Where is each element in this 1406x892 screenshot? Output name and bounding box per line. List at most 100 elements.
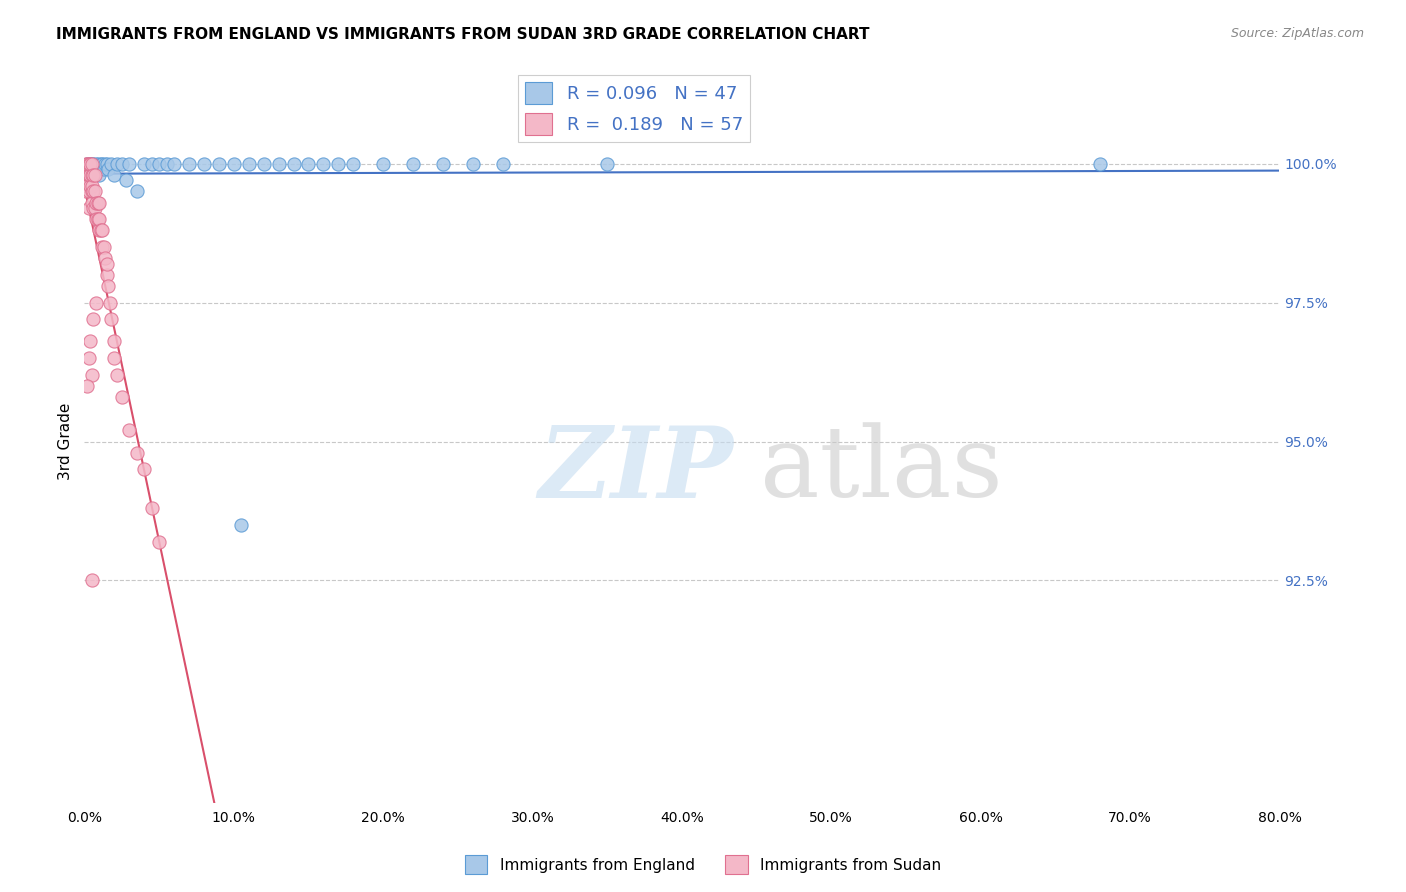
- Point: [76, 379, 98, 393]
- Point: [342, 156, 364, 170]
- Point: [98, 295, 121, 310]
- Point: [80, 185, 103, 199]
- Point: [125, 445, 148, 459]
- Point: [87, 195, 110, 210]
- Point: [86, 195, 108, 210]
- Point: [222, 156, 245, 170]
- Y-axis label: 3rd Grade: 3rd Grade: [58, 403, 73, 480]
- Point: [103, 351, 125, 366]
- Point: [402, 156, 425, 170]
- Text: Source: ZipAtlas.com: Source: ZipAtlas.com: [1230, 27, 1364, 40]
- Point: [103, 168, 125, 182]
- Point: [86, 156, 108, 170]
- Point: [90, 223, 112, 237]
- Point: [80, 368, 103, 382]
- Point: [89, 212, 111, 227]
- Point: [89, 195, 111, 210]
- Point: [79, 178, 101, 193]
- Point: [80, 195, 103, 210]
- Point: [208, 156, 231, 170]
- Point: [77, 201, 100, 215]
- Point: [132, 462, 156, 476]
- Point: [77, 168, 100, 182]
- Point: [86, 212, 108, 227]
- Point: [96, 268, 118, 282]
- Text: ZIP: ZIP: [538, 422, 734, 518]
- Point: [373, 156, 395, 170]
- Point: [79, 156, 101, 170]
- Legend: R = 0.096   N = 47, R =  0.189   N = 57: R = 0.096 N = 47, R = 0.189 N = 57: [517, 75, 751, 143]
- Point: [461, 156, 484, 170]
- Point: [75, 185, 97, 199]
- Point: [297, 156, 319, 170]
- Point: [76, 156, 98, 170]
- Point: [83, 162, 105, 177]
- Point: [82, 156, 104, 170]
- Point: [83, 201, 105, 215]
- Point: [77, 168, 100, 182]
- Point: [253, 156, 276, 170]
- Point: [105, 156, 128, 170]
- Point: [596, 156, 619, 170]
- Point: [77, 185, 100, 199]
- Text: atlas: atlas: [759, 423, 1002, 518]
- Point: [148, 156, 170, 170]
- Point: [312, 156, 335, 170]
- Point: [91, 156, 114, 170]
- Point: [96, 257, 118, 271]
- Point: [432, 156, 454, 170]
- Point: [100, 312, 122, 326]
- Point: [91, 240, 114, 254]
- Point: [77, 351, 100, 366]
- Point: [80, 178, 103, 193]
- Point: [80, 156, 103, 170]
- Point: [1090, 156, 1112, 170]
- Point: [75, 168, 97, 182]
- Point: [93, 162, 115, 177]
- Point: [82, 185, 104, 199]
- Point: [105, 368, 128, 382]
- Point: [90, 156, 112, 170]
- Point: [97, 279, 120, 293]
- Point: [80, 574, 103, 588]
- Point: [177, 156, 200, 170]
- Point: [103, 334, 125, 349]
- Point: [80, 168, 103, 182]
- Point: [97, 162, 120, 177]
- Point: [80, 156, 103, 170]
- Point: [94, 156, 117, 170]
- Point: [93, 240, 115, 254]
- Point: [492, 156, 515, 170]
- Point: [82, 201, 104, 215]
- Point: [238, 156, 260, 170]
- Point: [83, 168, 105, 182]
- Point: [89, 168, 111, 182]
- Point: [111, 390, 134, 404]
- Point: [155, 156, 177, 170]
- Point: [118, 156, 141, 170]
- Point: [231, 517, 253, 532]
- Point: [79, 156, 101, 170]
- Point: [163, 156, 186, 170]
- Point: [125, 185, 148, 199]
- Point: [328, 156, 350, 170]
- Point: [267, 156, 290, 170]
- Point: [96, 156, 118, 170]
- Point: [118, 424, 141, 438]
- Point: [87, 156, 110, 170]
- Point: [82, 168, 104, 182]
- Point: [76, 168, 98, 182]
- Point: [77, 156, 100, 170]
- Point: [132, 156, 156, 170]
- Point: [87, 212, 110, 227]
- Text: IMMIGRANTS FROM ENGLAND VS IMMIGRANTS FROM SUDAN 3RD GRADE CORRELATION CHART: IMMIGRANTS FROM ENGLAND VS IMMIGRANTS FR…: [56, 27, 870, 42]
- Point: [100, 156, 122, 170]
- Point: [115, 173, 138, 187]
- Point: [141, 501, 163, 516]
- Point: [75, 156, 97, 170]
- Point: [283, 156, 305, 170]
- Point: [141, 156, 163, 170]
- Point: [111, 156, 134, 170]
- Point: [82, 312, 104, 326]
- Point: [193, 156, 215, 170]
